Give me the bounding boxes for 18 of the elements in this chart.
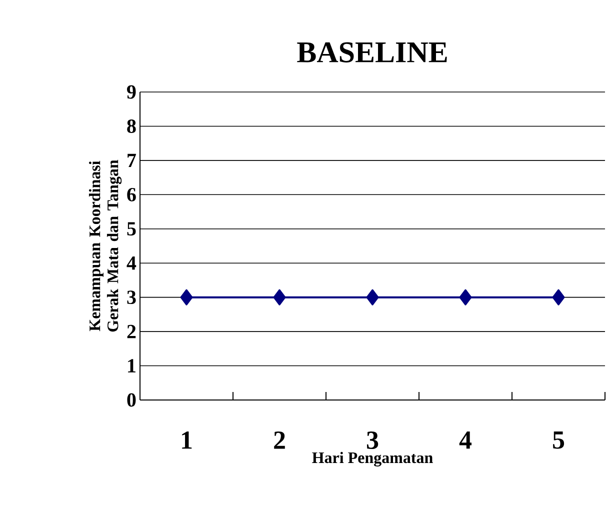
y-tick-label: 8 <box>127 119 136 133</box>
chart-title: BASELINE <box>297 42 447 62</box>
y-tick-label: 9 <box>127 85 136 99</box>
y-tick-label: 5 <box>127 222 136 236</box>
x-tick-label: 1 <box>182 432 192 449</box>
y-tick-label: 3 <box>127 290 136 304</box>
y-tick-label: 4 <box>126 256 136 270</box>
x-tick-label: 4 <box>459 432 472 449</box>
x-tick-label: 2 <box>274 432 285 449</box>
x-tick-label: 3 <box>366 432 378 449</box>
x-tick-label: 5 <box>553 432 564 449</box>
x-axis-title: Hari Pengamatan <box>312 452 433 466</box>
y-tick-label: 6 <box>127 188 136 202</box>
y-axis-title: Kemampuan Koordinasi Gerak Mata dan Tangan <box>88 160 122 332</box>
y-tick-label: 7 <box>128 154 136 167</box>
y-tick-label: 2 <box>127 324 136 338</box>
y-tick-label: 1 <box>128 359 136 372</box>
y-tick-label: 0 <box>127 393 136 407</box>
